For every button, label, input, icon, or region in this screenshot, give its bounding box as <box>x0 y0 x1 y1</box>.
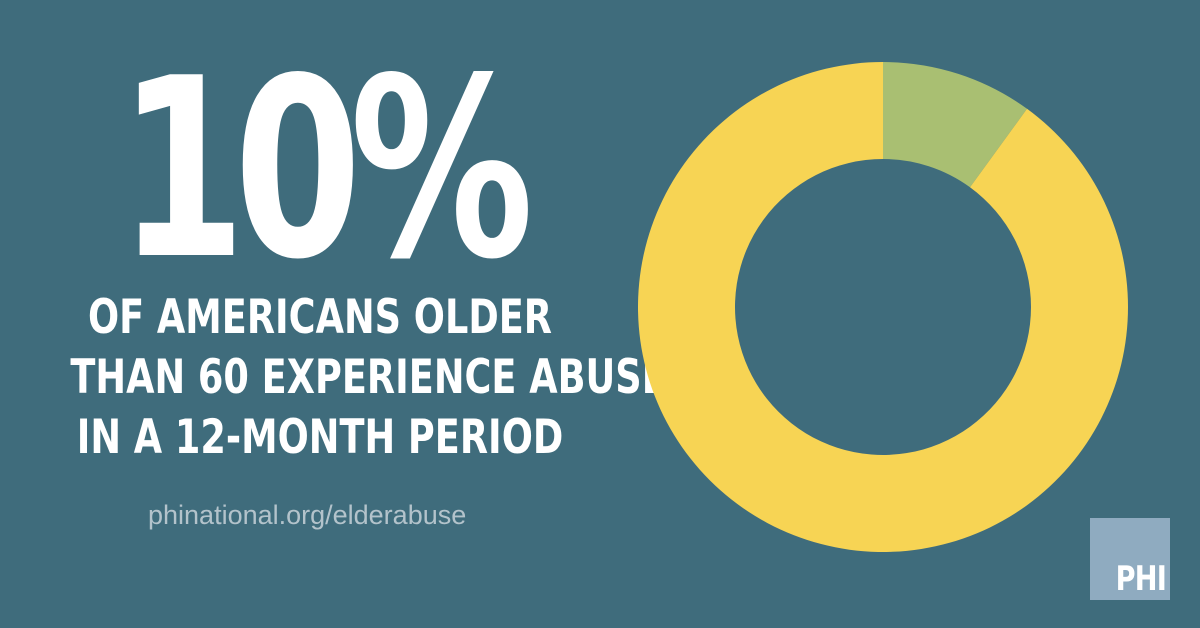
donut-chart <box>638 62 1128 552</box>
donut-slice-remainder <box>638 62 1128 552</box>
caption-line-1: OF AMERICANS OLDER <box>87 290 553 345</box>
phi-logo-text: PHI <box>1115 559 1167 599</box>
stat-percentage: 10% <box>118 26 534 314</box>
caption-line-2: THAN 60 EXPERIENCE ABUSE <box>70 350 667 405</box>
donut-slice-highlight <box>883 62 1028 188</box>
source-url: phinational.org/elderabuse <box>148 500 467 530</box>
phi-logo: PHI <box>1090 518 1170 600</box>
stat-block: 10% OF AMERICANS OLDER THAN 60 EXPERIENC… <box>0 26 667 468</box>
stat-caption: OF AMERICANS OLDER THAN 60 EXPERIENCE AB… <box>0 288 667 468</box>
caption-line-3: IN A 12-MONTH PERIOD <box>76 410 564 465</box>
donut-chart-svg <box>638 62 1128 552</box>
